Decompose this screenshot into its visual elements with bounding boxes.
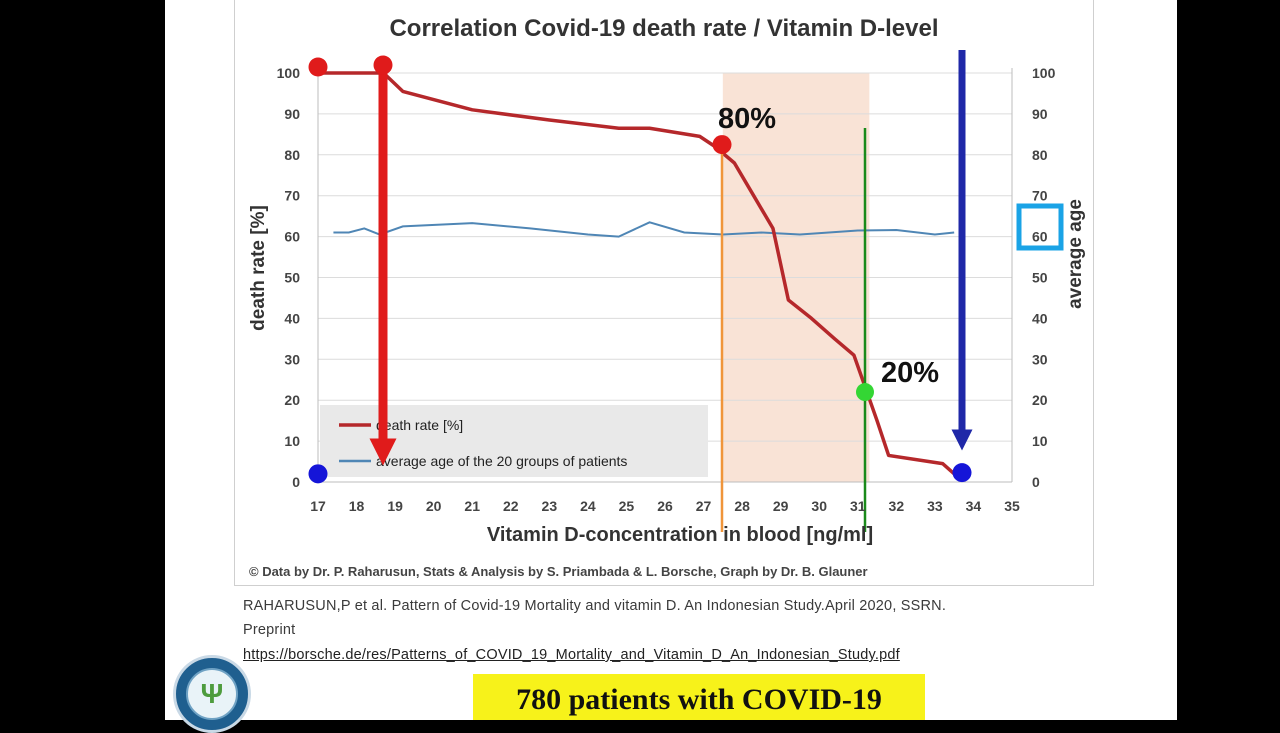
caduceus-leaf-logo-icon: Ψ	[173, 655, 251, 733]
chart-frame: death rate [%] average age of the 20 grou…	[234, 0, 1094, 586]
blue-marker-end	[952, 463, 972, 483]
chart-title: Correlation Covid-19 death rate / Vitami…	[389, 15, 938, 42]
y-tick-label: 80	[284, 147, 300, 163]
y2-tick-label: 0	[1032, 474, 1040, 490]
y2-tick-label: 30	[1032, 351, 1048, 367]
y2-tick-label: 40	[1032, 310, 1048, 326]
y-tick-label: 40	[284, 310, 300, 326]
x-tick-label: 19	[387, 498, 403, 514]
x-tick-label: 30	[811, 498, 827, 514]
y2-tick-label: 100	[1032, 65, 1056, 81]
x-tick-label: 26	[657, 498, 673, 514]
annotation-80: 80%	[718, 103, 776, 135]
green-marker-20	[856, 383, 874, 402]
x-tick-label: 27	[696, 498, 712, 514]
y2-tick-label: 20	[1032, 392, 1048, 408]
x-tick-label: 32	[889, 498, 905, 514]
y-tick-label: 10	[284, 433, 300, 449]
y2-tick-label: 60	[1032, 229, 1048, 245]
y-axis-label: death rate [%]	[248, 205, 269, 331]
citation-text: RAHARUSUN,P et al. Pattern of Covid-19 M…	[243, 598, 947, 614]
x-tick-label: 18	[349, 498, 365, 514]
y-tick-label: 90	[284, 106, 300, 122]
chart-copyright: © Data by Dr. P. Raharusun, Stats & Anal…	[249, 564, 868, 579]
citation-preprint-text: Preprint	[243, 622, 296, 638]
y2-tick-label: 70	[1032, 188, 1048, 204]
y2-tick-label: 80	[1032, 147, 1048, 163]
y-tick-label: 50	[284, 270, 300, 286]
x-tick-label: 33	[927, 498, 943, 514]
red-marker-top	[373, 55, 393, 75]
blue-marker-start	[308, 464, 328, 484]
legend-label-death-rate: death rate [%]	[376, 417, 463, 433]
x-tick-label: 20	[426, 498, 442, 514]
y-tick-label: 20	[284, 392, 300, 408]
x-axis-label: Vitamin D-concentration in blood [ng/ml]	[487, 524, 873, 546]
y-tick-label: 70	[284, 188, 300, 204]
x-tick-label: 22	[503, 498, 519, 514]
y-tick-label: 100	[277, 65, 301, 81]
y2-tick-label: 10	[1032, 433, 1048, 449]
logo-inner-ring: Ψ	[186, 668, 238, 720]
patients-banner: 780 patients with COVID-19	[473, 674, 925, 720]
y-tick-label: 30	[284, 351, 300, 367]
x-tick-label: 25	[619, 498, 635, 514]
y-tick-label: 0	[292, 474, 300, 490]
x-tick-label: 24	[580, 498, 596, 514]
citation-link[interactable]: https://borsche.de/res/Patterns_of_COVID…	[243, 647, 900, 663]
series-line-death-rate	[318, 71, 956, 476]
legend-label-average-age: average age of the 20 groups of patients	[376, 453, 627, 469]
age-60-highlight-box	[1016, 203, 1064, 251]
x-tick-label: 17	[310, 498, 326, 514]
y2-axis-label: average age	[1065, 199, 1086, 309]
x-tick-label: 28	[734, 498, 750, 514]
y2-tick-label: 90	[1032, 106, 1048, 122]
annotation-20: 20%	[881, 357, 939, 389]
y2-tick-label: 50	[1032, 270, 1048, 286]
x-tick-label: 21	[464, 498, 480, 514]
x-tick-label: 34	[966, 498, 982, 514]
x-tick-label: 31	[850, 498, 866, 514]
logo-symbol: Ψ	[200, 678, 224, 709]
x-tick-label: 23	[542, 498, 558, 514]
red-marker-start	[308, 57, 328, 77]
x-tick-label: 35	[1004, 498, 1020, 514]
x-tick-label: 29	[773, 498, 789, 514]
red-marker-80	[712, 135, 732, 155]
y-tick-label: 60	[284, 229, 300, 245]
chart-svg: death rate [%] average age of the 20 grou…	[248, 15, 1086, 579]
